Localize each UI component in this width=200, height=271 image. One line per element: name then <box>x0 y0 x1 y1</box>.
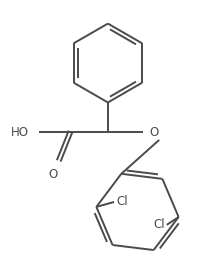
Text: HO: HO <box>11 125 29 138</box>
Text: Cl: Cl <box>152 218 164 231</box>
Text: O: O <box>48 167 57 180</box>
Text: Cl: Cl <box>116 195 127 208</box>
Text: O: O <box>149 125 158 138</box>
